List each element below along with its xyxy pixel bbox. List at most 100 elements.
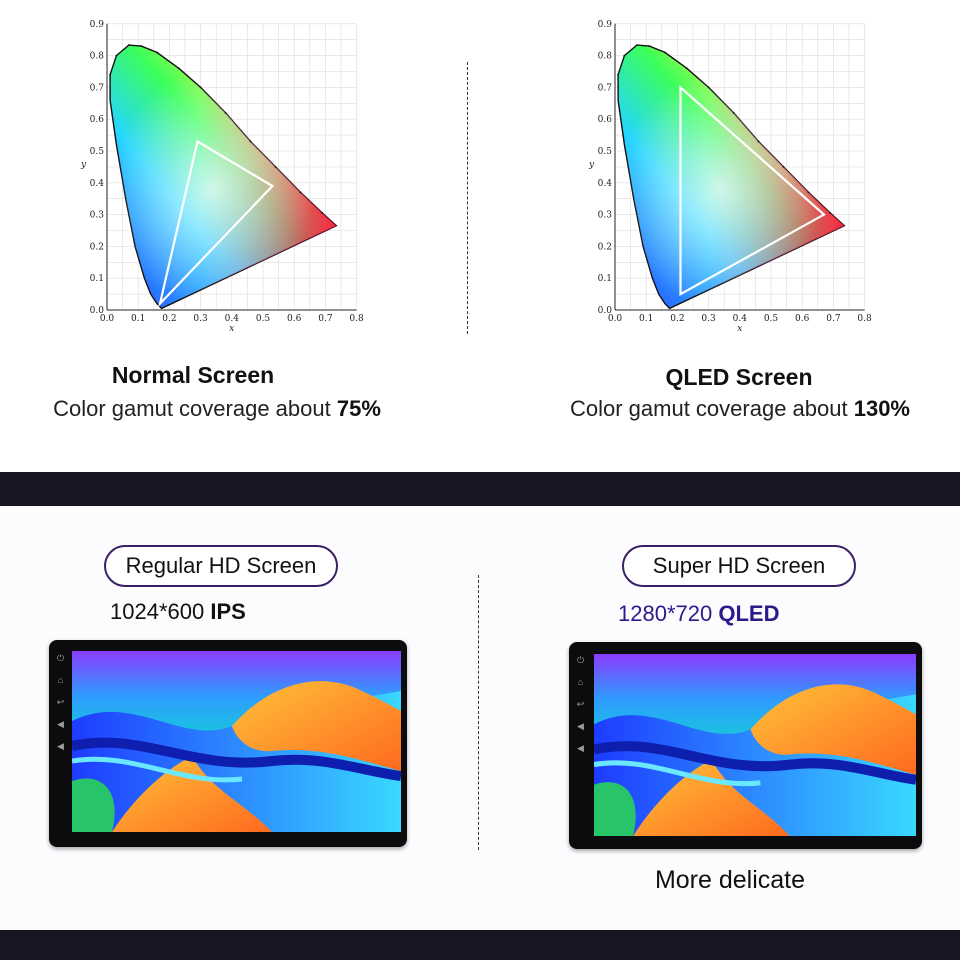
gamut-chart-normal: 0.0 0.1 0.2 0.3 0.4 0.5 0.6 0.7 0.8 0.0 0.1 0.2 0.3 0… [76, 14, 376, 344]
y-tick-label: 0.0 [90, 306, 105, 316]
x-tick-label: 0.0 [100, 314, 115, 324]
resolution-value: 1024*600 [110, 599, 205, 624]
locus-tick [199, 86, 202, 89]
locus-tick [648, 45, 651, 47]
volume-up-icon[interactable]: ◀ [577, 721, 584, 731]
x-tick-label: 0.6 [287, 314, 302, 324]
x-tick-label: 0.2 [162, 314, 176, 324]
wallpaper-image [594, 654, 916, 836]
more-delicate-caption: More delicate [654, 866, 806, 894]
dark-footer-band [0, 930, 960, 960]
regular-hd-pill: Regular HD Screen [104, 545, 338, 587]
device-screen [72, 651, 401, 832]
x-tick-label: 0.0 [608, 314, 623, 324]
x-tick-label: 0.3 [701, 314, 716, 324]
volume-up-icon[interactable]: ◀ [57, 719, 64, 729]
cie-chart-normal: 0.0 0.1 0.2 0.3 0.4 0.5 0.6 0.7 0.8 0.0 0.1 0.2 0.3 0… [80, 20, 364, 334]
locus-tick [299, 191, 302, 194]
white-point-glow [110, 45, 337, 309]
locus-tick [177, 67, 180, 70]
locus-tick [782, 166, 785, 168]
y-tick-label: 0.8 [90, 52, 105, 62]
locus-tick [109, 73, 112, 76]
volume-down-icon[interactable]: ◀ [57, 741, 64, 751]
device-screen [594, 654, 916, 836]
coverage-value: 75% [336, 396, 381, 421]
super-hd-pill: Super HD Screen [622, 545, 856, 587]
locus-tick [127, 44, 130, 47]
y-tick-label: 0.9 [598, 20, 613, 30]
device-button-column: ⏻ ⌂ ↩ ◀ ◀ [569, 642, 591, 849]
y-tick-label: 0.5 [90, 147, 105, 157]
device-button-column: ⏻ ⌂ ↩ ◀ ◀ [49, 640, 71, 847]
qled-screen-title: QLED Screen [665, 364, 813, 390]
coverage-label: Color gamut coverage about [569, 396, 854, 421]
y-tick-label: 0.8 [598, 52, 613, 62]
locus-tick [249, 140, 252, 143]
power-icon[interactable]: ⏻ [576, 655, 585, 665]
locus-tick [757, 140, 760, 143]
locus-tick [623, 54, 626, 57]
resolution-value: 1280*720 [618, 601, 713, 626]
y-axis-label: y [80, 160, 87, 170]
volume-down-icon[interactable]: ◀ [577, 743, 584, 753]
x-tick-label: 0.3 [193, 314, 208, 324]
x-tick-label: 0.4 [225, 314, 240, 324]
locus-tick [321, 212, 324, 214]
back-icon[interactable]: ↩ [576, 699, 585, 709]
gamut-triangle [158, 139, 275, 308]
y-tick-label: 0.4 [598, 179, 613, 189]
y-tick-label: 0.5 [598, 147, 613, 157]
locus-tick [807, 191, 810, 194]
vertical-divider [478, 575, 479, 850]
gamut-triangle [679, 84, 826, 296]
y-tick-label: 0.6 [90, 115, 105, 125]
cie-chart-qled: 0.0 0.1 0.2 0.3 0.4 0.5 0.6 0.7 0.8 0.0 0.1 0.2 0.3 0… [588, 20, 872, 334]
locus-tick [224, 111, 227, 114]
y-tick-label: 0.0 [598, 306, 613, 316]
locus-tick [274, 166, 277, 168]
x-tick-label: 0.1 [131, 314, 145, 324]
x-tick-label: 0.7 [826, 314, 841, 324]
panel-tech: QLED [718, 601, 780, 626]
y-tick-label: 0.3 [90, 211, 105, 221]
power-icon[interactable]: ⏻ [56, 653, 65, 663]
locus-tick [732, 111, 735, 114]
y-tick-label: 0.2 [598, 242, 612, 252]
locus-tick [617, 73, 620, 76]
gamut-chart-qled: 0.0 0.1 0.2 0.3 0.4 0.5 0.6 0.7 0.8 0.0 0.1 0.2 0.3 0… [584, 14, 884, 344]
dark-divider-band [0, 472, 960, 506]
y-tick-label: 0.4 [90, 179, 105, 189]
gamut-comparison-panel: 0.0 0.1 0.2 0.3 0.4 0.5 0.6 0.7 0.8 0.0 0.1 0.2 0.3 0… [0, 0, 960, 472]
x-tick-label: 0.5 [256, 314, 271, 324]
locus-tick [707, 86, 710, 89]
y-tick-label: 0.7 [598, 83, 613, 93]
panel-tech: IPS [210, 599, 246, 624]
locus-tick [829, 212, 832, 214]
device-super-hd: ⏻ ⌂ ↩ ◀ ◀ [569, 642, 922, 849]
y-tick-label: 0.2 [90, 242, 104, 252]
y-tick-label: 0.1 [598, 274, 612, 284]
x-tick-label: 0.4 [733, 314, 748, 324]
wallpaper-image [72, 651, 401, 832]
x-tick-label: 0.8 [857, 314, 872, 324]
back-icon[interactable]: ↩ [56, 697, 65, 707]
locus-tick [140, 45, 143, 47]
qled-screen-coverage: Color gamut coverage about 130% [520, 396, 960, 422]
locus-tick [635, 44, 638, 47]
x-axis-label: x [737, 324, 742, 334]
coverage-label: Color gamut coverage about [53, 396, 337, 421]
x-axis-label: x [229, 324, 234, 334]
x-tick-label: 0.7 [318, 314, 333, 324]
y-axis-label: y [588, 160, 595, 170]
x-tick-label: 0.5 [764, 314, 779, 324]
device-regular-hd: ⏻ ⌂ ↩ ◀ ◀ [49, 640, 407, 847]
vertical-divider [467, 62, 468, 334]
x-tick-label: 0.6 [795, 314, 810, 324]
home-icon[interactable]: ⌂ [57, 675, 64, 685]
normal-screen-coverage: Color gamut coverage about 75% [0, 396, 434, 422]
locus-tick [115, 54, 118, 57]
x-tick-label: 0.1 [639, 314, 653, 324]
y-tick-label: 0.3 [598, 211, 613, 221]
home-icon[interactable]: ⌂ [577, 677, 584, 687]
